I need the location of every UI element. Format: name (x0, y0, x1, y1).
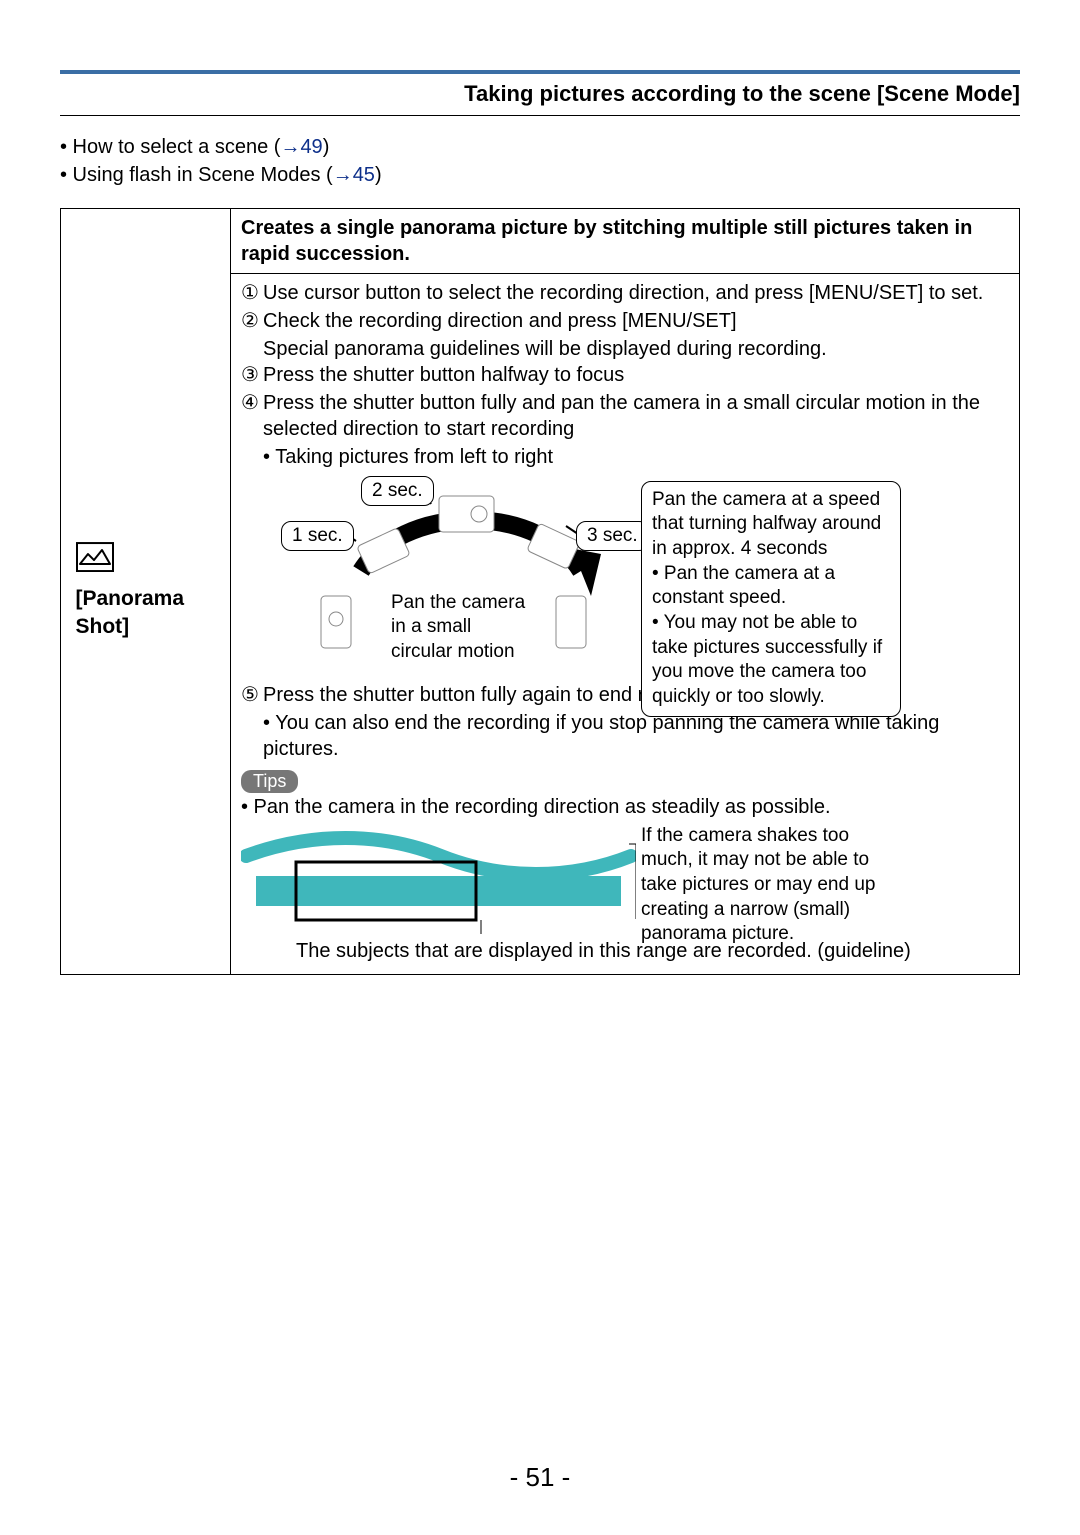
mode-description: Creates a single panorama picture by sti… (231, 209, 1019, 274)
step-1-num: ① (241, 280, 263, 306)
step-2-text: Check the recording direction and press … (263, 308, 1009, 334)
intro-row-2-suffix: ) (375, 164, 382, 186)
link-flash-scene[interactable]: →45 (333, 164, 375, 186)
label-1sec: 1 sec. (281, 521, 354, 552)
mode-name-cell: [Panorama Shot] (61, 209, 231, 974)
link-select-scene[interactable]: →49 (280, 136, 322, 158)
label-3sec: 3 sec. (576, 521, 649, 552)
intro-block: • How to select a scene (→49) • Using fl… (60, 134, 1020, 188)
step-4-num: ④ (241, 390, 263, 442)
step-5-sub: • You can also end the recording if you … (241, 710, 1009, 762)
pan-diagram: 1 sec. 2 sec. 3 sec. Pan the camera in a… (261, 476, 901, 676)
step-3-num: ③ (241, 362, 263, 388)
intro-row-1-suffix: ) (323, 136, 330, 158)
step-4-sub: • Taking pictures from left to right (241, 444, 1009, 470)
mode-body: ①Use cursor button to select the recordi… (231, 274, 1019, 974)
tips-label: Tips (241, 770, 298, 793)
shake-diagram: If the camera shakes too much, it may no… (241, 824, 881, 934)
page-number: - 51 - (0, 1461, 1080, 1495)
panorama-icon (76, 542, 216, 579)
intro-row-1-prefix: • How to select a scene ( (60, 136, 280, 158)
step-2-sub: Special panorama guidelines will be disp… (241, 336, 1009, 362)
step-3-text: Press the shutter button halfway to focu… (263, 362, 1009, 388)
pan-caption: Pan the camera in a small circular motio… (391, 591, 531, 665)
step-1-text: Use cursor button to select the recordin… (263, 280, 1009, 306)
intro-row-2: • Using flash in Scene Modes (→45) (60, 162, 1020, 188)
intro-row-1: • How to select a scene (→49) (60, 134, 1020, 160)
pan-callout: Pan the camera at a speed that turning h… (641, 481, 901, 717)
step-4-text: Press the shutter button fully and pan t… (263, 390, 1009, 442)
tips-line-1: • Pan the camera in the recording direct… (241, 794, 1009, 820)
pan-callout-bullet2: • You may not be able to take pictures s… (652, 611, 890, 710)
label-2sec: 2 sec. (361, 476, 434, 507)
pan-callout-line1: Pan the camera at a speed that turning h… (652, 488, 890, 562)
pan-callout-bullet1: • Pan the camera at a constant speed. (652, 562, 890, 611)
mode-name-text: [Panorama Shot] (76, 587, 185, 637)
mode-table: [Panorama Shot] Creates a single panoram… (60, 208, 1020, 975)
intro-row-2-prefix: • Using flash in Scene Modes ( (60, 164, 333, 186)
page-title: Taking pictures according to the scene [… (60, 74, 1020, 116)
guideline-caption: The subjects that are displayed in this … (241, 938, 1009, 964)
step-5-num: ⑤ (241, 682, 263, 708)
step-2-num: ② (241, 308, 263, 334)
shake-note: If the camera shakes too much, it may no… (641, 824, 886, 947)
